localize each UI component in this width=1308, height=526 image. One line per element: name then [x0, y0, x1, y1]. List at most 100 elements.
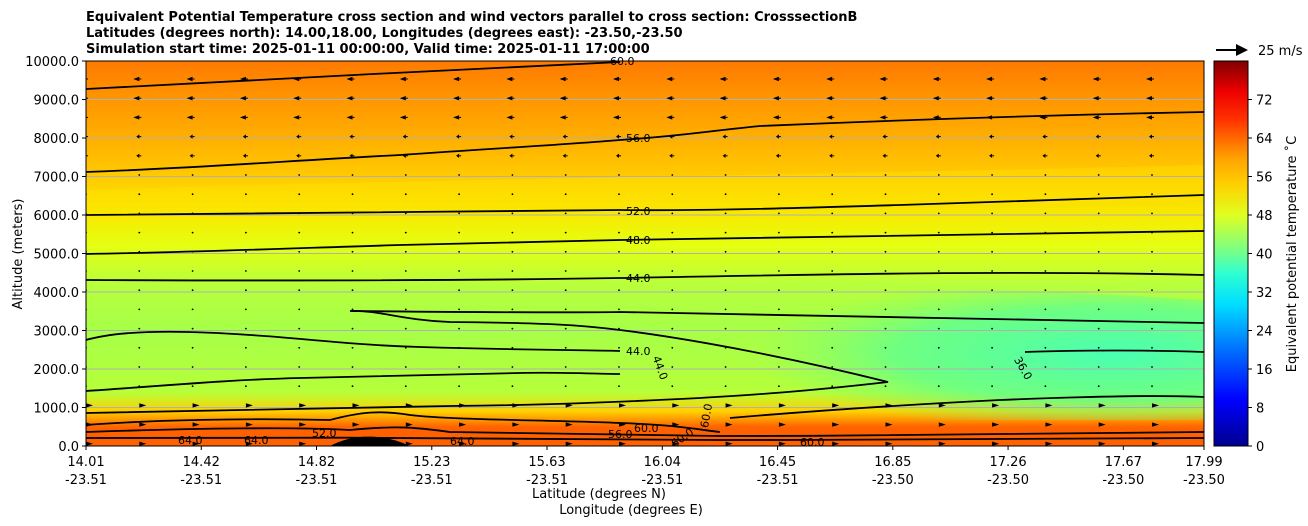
wind-vector [831, 385, 834, 388]
wind-vector [1151, 366, 1153, 368]
wind-vector [351, 385, 354, 388]
wind-vector [724, 327, 727, 330]
x-tick-label-lat: 15.23 [413, 455, 450, 470]
wind-vector [192, 422, 200, 427]
wind-vector [724, 212, 727, 215]
wind-vector [245, 403, 253, 408]
wind-vector [404, 231, 407, 234]
wind-vector [296, 153, 300, 158]
wind-vector [1044, 385, 1047, 388]
wind-vector [724, 231, 727, 234]
wind-vector [351, 346, 354, 349]
y-tick-label: 6000.0 [34, 209, 80, 224]
wind-vector [1151, 193, 1153, 196]
wind-vector [562, 134, 566, 139]
contour-label: 60.0 [634, 422, 659, 435]
wind-vector [405, 422, 413, 427]
wind-vector [191, 366, 194, 368]
wind-vector [778, 441, 786, 446]
wind-vector [458, 385, 460, 388]
theta-e-yellow-band [86, 165, 1204, 222]
wind-vector [991, 174, 993, 176]
wind-vector [245, 193, 247, 196]
y-axis: 10000.0 9000.0 8000.0 7000.0 6000.0 5000.0 400… [25, 55, 86, 455]
wind-vector [509, 134, 513, 139]
wind-vector [992, 403, 1000, 408]
contour-60 [86, 61, 621, 90]
wind-vector [506, 115, 513, 120]
wind-vector [937, 385, 940, 388]
wind-vector [671, 346, 674, 349]
wind-vector [618, 250, 620, 253]
contour-surface-2 [86, 426, 1204, 437]
y-axis-label: Altitude (meters) [11, 199, 26, 310]
x-tick-label-lon: -23.51 [65, 473, 107, 488]
wind-vector [511, 174, 514, 176]
wind-vector [831, 366, 834, 368]
wind-vector [1151, 270, 1153, 272]
x-tick-label-lon: -23.51 [526, 473, 568, 488]
wind-vector [831, 250, 834, 253]
wind-vector [559, 76, 566, 82]
x-tick-label-lon: -23.51 [411, 473, 453, 488]
wind-vector [293, 96, 300, 101]
wind-vector [404, 346, 407, 349]
colorbar: 0 8 16 24 32 40 48 56 64 72 Equivalent potential … [1213, 60, 1300, 455]
wind-vector [772, 76, 779, 82]
wind-vector [245, 366, 247, 368]
wind-vector [991, 250, 993, 253]
x-tick-label-lon: -23.50 [1102, 473, 1144, 488]
wind-vector [884, 231, 887, 234]
wind-vector [1039, 76, 1046, 82]
wind-vector [133, 115, 140, 120]
y-tick-label: 0.0 [58, 440, 79, 455]
contour-surface-3 [86, 436, 1204, 441]
wind-vector [458, 231, 460, 234]
wind-vector [511, 250, 514, 253]
wind-vector [192, 403, 200, 408]
wind-vector [772, 96, 779, 101]
wind-vector [772, 115, 779, 120]
x-tick-label-lon: -23.50 [872, 473, 914, 488]
wind-vector [189, 134, 193, 139]
wind-vector [1092, 115, 1099, 120]
wind-vector [511, 212, 514, 215]
wind-vector [242, 134, 246, 139]
wind-vector [724, 270, 727, 272]
wind-vector [1146, 96, 1152, 101]
contour-label: 60.0 [698, 403, 715, 429]
wind-vector [136, 153, 140, 158]
wind-vector [351, 212, 354, 215]
wind-vector [1152, 441, 1159, 446]
wind-vector [349, 134, 353, 139]
wind-vector [719, 76, 726, 82]
wind-vector [1151, 289, 1153, 292]
x-tick-label-lat: 16.04 [644, 455, 681, 470]
wind-vector [671, 250, 674, 253]
wind-vector [559, 115, 566, 120]
wind-vector [1097, 308, 1100, 311]
wind-vector [564, 346, 567, 349]
contour-44-low [86, 371, 621, 392]
wind-vector [565, 403, 573, 408]
wind-vector [724, 385, 727, 388]
wind-vector [884, 174, 887, 176]
contour-44-upper [86, 271, 1204, 282]
wind-vector [298, 174, 301, 176]
wind-vector [884, 346, 887, 349]
wind-vector [191, 385, 194, 388]
wind-vector [618, 366, 620, 368]
wind-vector [138, 212, 141, 215]
wind-vector [458, 366, 460, 368]
contour-52 [86, 194, 1204, 216]
wind-vector [884, 250, 887, 253]
contour-label: 44.0 [626, 272, 651, 285]
wind-vector [1044, 174, 1047, 176]
wind-vector [669, 153, 673, 158]
wind-vector [458, 346, 460, 349]
wind-vector [778, 193, 780, 196]
wind-vector [399, 76, 406, 82]
wind-vector [191, 270, 194, 272]
colorbar-tick-label: 72 [1256, 94, 1273, 109]
wind-vector [1044, 308, 1047, 311]
